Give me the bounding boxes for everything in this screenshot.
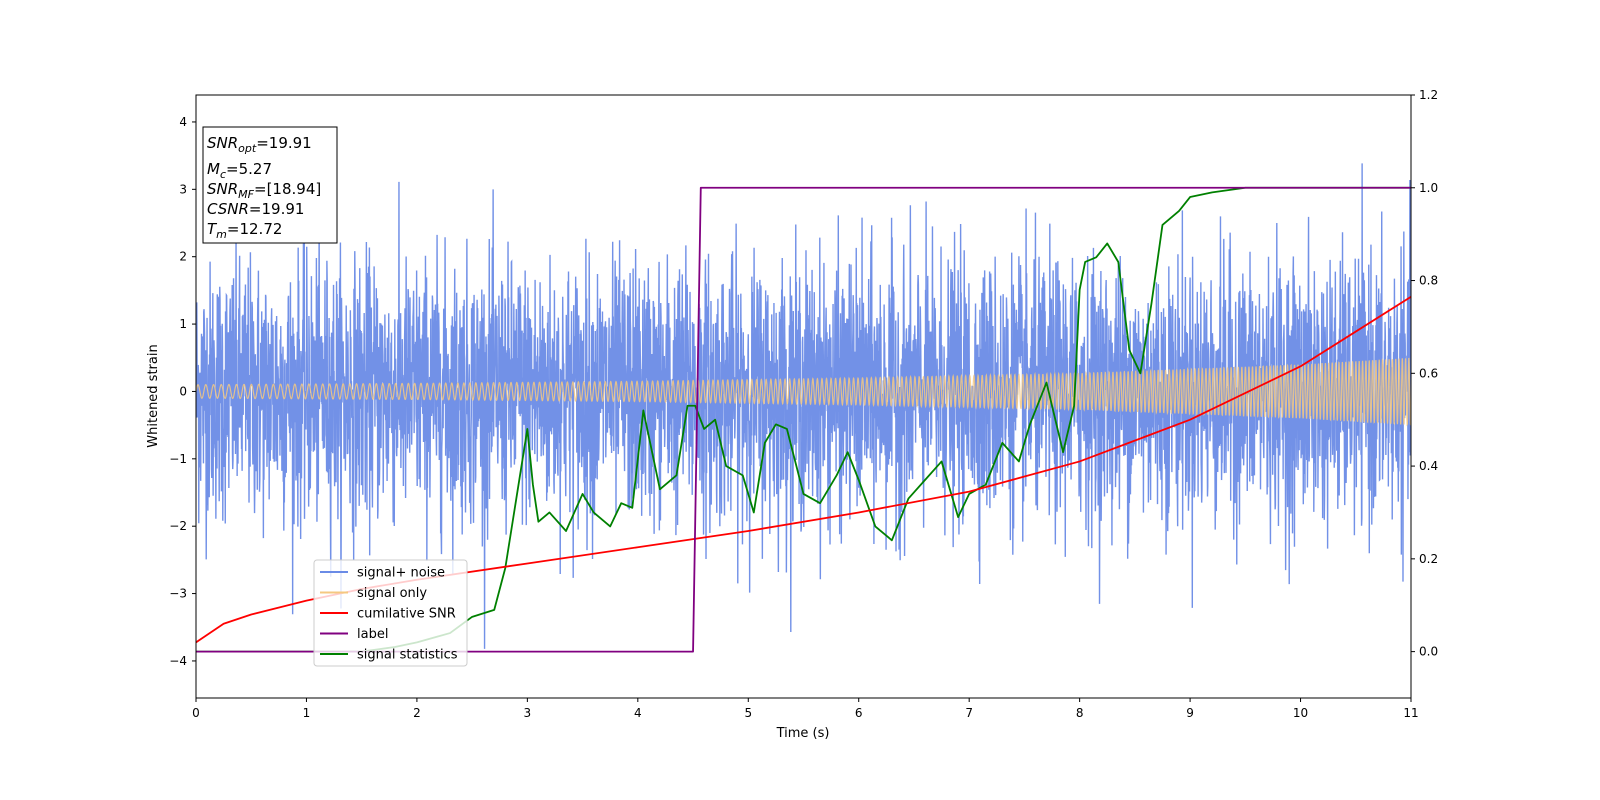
annotation-line: CSNR=19.91	[207, 200, 304, 218]
x-tick: 9	[1186, 698, 1194, 720]
y2-tick-label: 0.4	[1419, 459, 1438, 473]
annotation-line: SNRMF=[18.94]	[207, 180, 321, 201]
y2-tick: 0.8	[1411, 274, 1438, 288]
y2-tick-label: 0.0	[1419, 645, 1438, 659]
plot-frame	[195, 94, 1412, 699]
x-tick-label: 3	[524, 706, 532, 720]
y-tick: −1	[169, 452, 196, 466]
y-tick: −3	[169, 587, 196, 601]
y-tick-label: 4	[179, 115, 187, 129]
x-tick-label: 11	[1403, 706, 1418, 720]
x-tick-label: 6	[855, 706, 863, 720]
y-axis-left: −4 −3 −2 −1 0 1 2 3 4	[169, 115, 196, 668]
annotation-line: Mc=5.27	[207, 160, 272, 181]
y-tick-label: 1	[179, 317, 187, 331]
x-tick-label: 2	[413, 706, 421, 720]
x-tick: 6	[855, 698, 863, 720]
legend-label: signal only	[357, 586, 427, 601]
legend-label: cumilative SNR	[357, 607, 456, 622]
y2-tick-label: 1.0	[1419, 181, 1438, 195]
y2-tick-label: 0.2	[1419, 552, 1438, 566]
y-tick: 0	[179, 384, 196, 398]
legend-item: label	[320, 627, 388, 642]
y-tick: −2	[169, 519, 196, 533]
y2-tick: 0.2	[1411, 552, 1438, 566]
x-tick: 3	[524, 698, 532, 720]
y-tick: 4	[179, 115, 196, 129]
y2-tick: 0.4	[1411, 459, 1438, 473]
y-axis-label: Whitened strain	[146, 344, 161, 447]
series-cumulative-snr	[196, 296, 1411, 644]
legend-item: cumilative SNR	[320, 607, 456, 622]
x-tick: 1	[303, 698, 311, 720]
x-tick: 10	[1293, 698, 1308, 720]
series-signal-noise	[196, 163, 1411, 649]
x-tick: 0	[192, 698, 200, 720]
x-axis-label: Time (s)	[776, 726, 830, 741]
legend-label: signal statistics	[357, 648, 458, 663]
x-tick-label: 7	[965, 706, 973, 720]
x-tick-label: 9	[1186, 706, 1194, 720]
y-tick-label: 0	[179, 384, 187, 398]
y-tick-label: −3	[169, 587, 187, 601]
y2-tick-label: 0.8	[1419, 274, 1438, 288]
annotation-frame	[202, 126, 338, 244]
annotation-line: SNRopt=19.91	[207, 134, 312, 155]
y-axis-right: 0.0 0.2 0.4 0.6 0.8 1.0 1.2	[1411, 88, 1438, 659]
y-tick-label: −2	[169, 519, 187, 533]
legend-label: label	[357, 627, 388, 642]
legend-item: signal+ noise	[320, 566, 445, 581]
y2-tick: 0.6	[1411, 366, 1438, 380]
y-tick-label: 3	[179, 182, 187, 196]
y-tick-label: −4	[169, 654, 187, 668]
legend-item: signal statistics	[320, 648, 458, 663]
legend-frame	[313, 559, 468, 667]
annotation-line: Tm=12.72	[207, 220, 282, 241]
y-tick-label: 2	[179, 250, 187, 264]
y-tick: 2	[179, 250, 196, 264]
stats-annotation-box: SNRopt=19.91 Mc=5.27SNRMF=[18.94]CSNR=19.…	[202, 126, 338, 244]
legend-label: signal+ noise	[357, 566, 445, 581]
y-tick: 1	[179, 317, 196, 331]
series-signal-only	[196, 357, 1411, 427]
legend-item: signal only	[320, 586, 427, 601]
x-tick: 2	[413, 698, 421, 720]
x-tick-label: 0	[192, 706, 200, 720]
y2-tick-label: 1.2	[1419, 88, 1438, 102]
y-tick: −4	[169, 654, 196, 668]
x-tick-label: 4	[634, 706, 642, 720]
y2-tick: 1.0	[1411, 181, 1438, 195]
x-tick: 5	[744, 698, 752, 720]
x-tick-label: 10	[1293, 706, 1308, 720]
x-tick: 4	[634, 698, 642, 720]
y2-tick: 0.0	[1411, 645, 1438, 659]
x-tick: 8	[1076, 698, 1084, 720]
x-tick-label: 5	[744, 706, 752, 720]
x-axis: 0 1 2 3 4 5 6 7 8 9 10 11	[192, 698, 1419, 720]
x-tick-label: 8	[1076, 706, 1084, 720]
y-tick: 3	[179, 182, 196, 196]
y-tick-label: −1	[169, 452, 187, 466]
x-tick: 11	[1403, 698, 1419, 720]
x-tick-label: 1	[303, 706, 311, 720]
y2-tick-label: 0.6	[1419, 366, 1438, 380]
x-tick: 7	[965, 698, 973, 720]
legend: signal+ noise signal only cumilative SNR la…	[313, 559, 468, 667]
y2-tick: 1.2	[1411, 88, 1438, 102]
series-signal-statistics	[196, 186, 1411, 653]
